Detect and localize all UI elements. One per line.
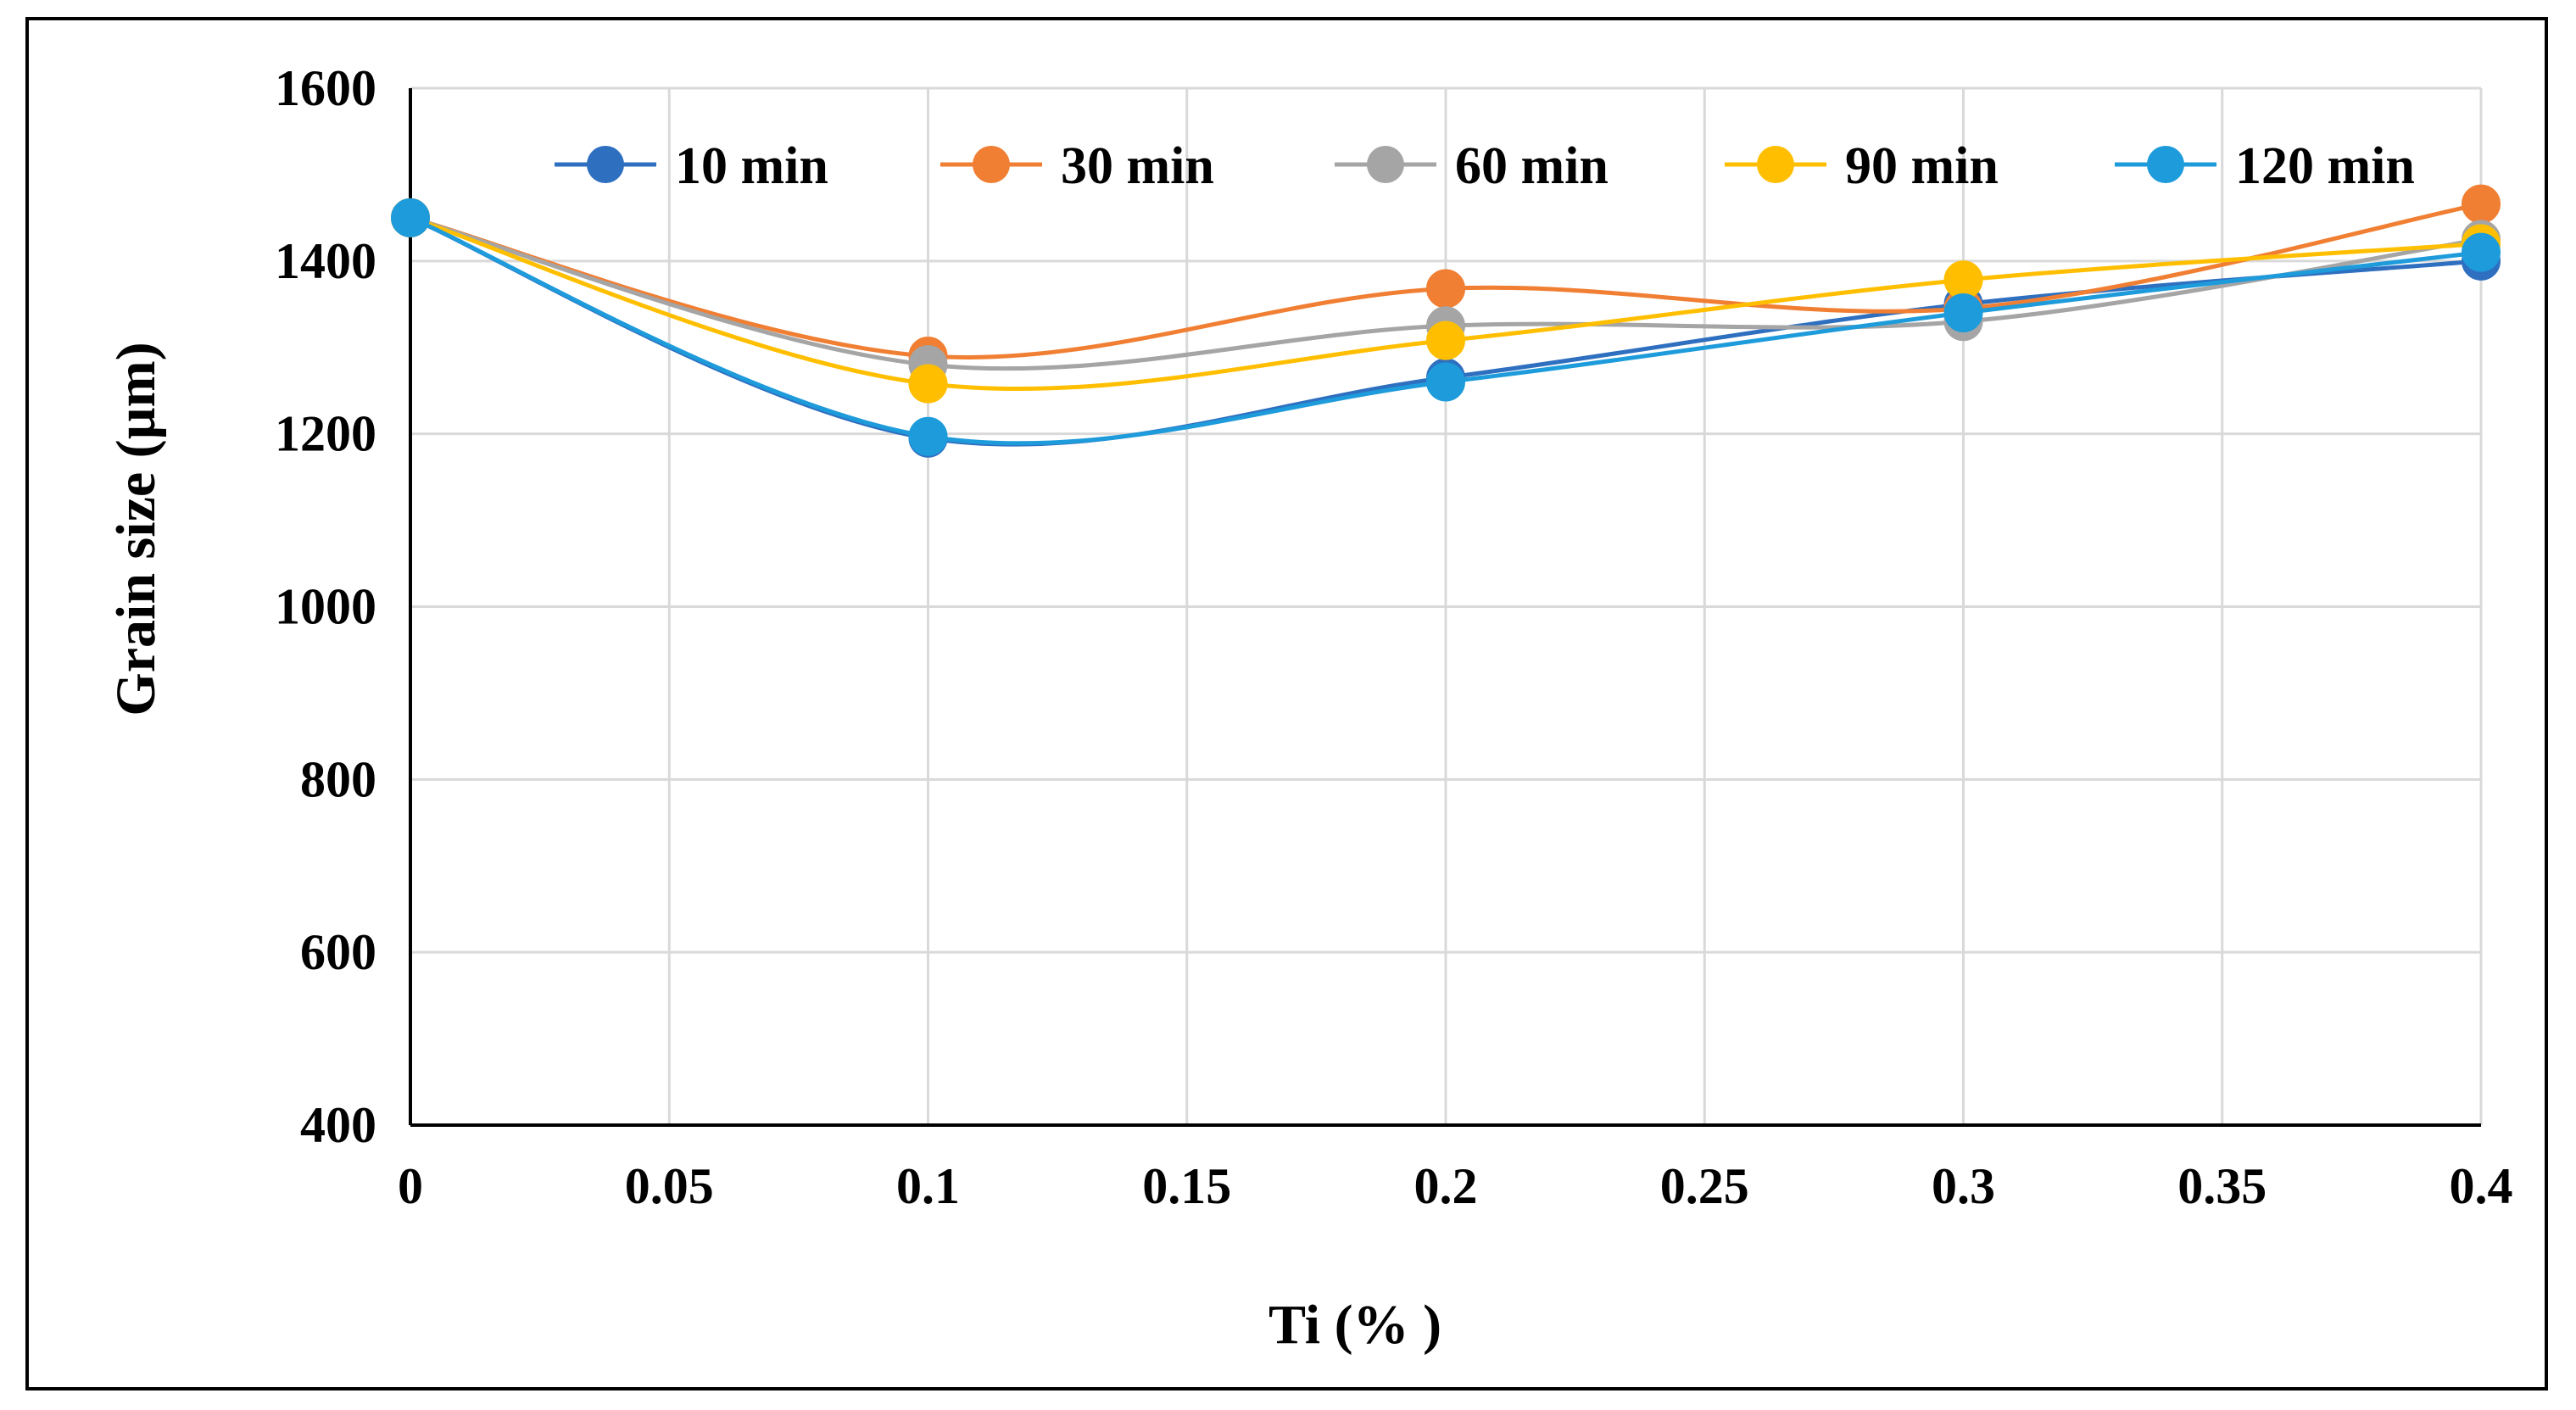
legend-label: 10 min [675,137,828,195]
data-point [1943,260,1983,300]
legend-marker [587,146,624,183]
y-tick-label: 1000 [275,579,376,635]
x-tick-label: 0.35 [2177,1158,2267,1214]
y-tick-label: 1600 [275,60,376,116]
data-point [1426,362,1465,402]
series-120-min [391,198,2501,456]
data-point [391,198,430,237]
legend-marker [1757,146,1794,183]
chart-frame: 0 0.05 0.1 0.15 0.2 0.25 0.3 0.35 0.4 400 600 800 10… [25,17,2548,1390]
y-tick-label: 1200 [275,406,376,462]
ticks-layer: 0 0.05 0.1 0.15 0.2 0.25 0.3 0.35 0.4 400 600 800 10… [275,60,2513,1214]
x-tick-label: 0.2 [1414,1158,1478,1214]
y-tick-label: 800 [300,751,376,807]
data-point [1426,269,1465,309]
legend-label: 120 min [2235,137,2415,195]
x-tick-label: 0.15 [1142,1158,1231,1214]
x-axis-title: Ti (% ) [1268,1294,1441,1356]
y-axis-title: Grain size (µm) [105,342,167,716]
grain-size-line-chart: 0 0.05 0.1 0.15 0.2 0.25 0.3 0.35 0.4 400 600 800 10… [105,60,2513,1356]
axes-layer [409,88,2481,1127]
legend-entry-120-min: 120 min [2115,137,2415,195]
data-point [1426,320,1465,360]
data-point [2462,184,2501,224]
legend-marker [1367,146,1404,183]
legend-marker [2147,146,2184,183]
x-tick-label: 0.1 [896,1158,960,1214]
data-point [2462,232,2501,272]
series-layer [391,184,2501,458]
x-tick-label: 0.25 [1660,1158,1749,1214]
data-point [1943,293,1983,332]
legend-label: 60 min [1455,137,1609,195]
legend-entry-60-min: 60 min [1335,137,1609,195]
grid-layer [410,86,2483,1125]
legend-entry-30-min: 30 min [940,137,1214,195]
y-tick-label: 600 [300,924,376,980]
legend: 10 min 30 min 60 min 90 min 120 min [555,137,2415,195]
x-tick-label: 0 [398,1158,423,1214]
y-tick-label: 400 [300,1097,376,1153]
data-point [908,364,948,404]
data-point [908,416,948,456]
x-tick-label: 0.4 [2450,1158,2513,1214]
legend-label: 30 min [1061,137,1214,195]
y-tick-label: 1400 [275,233,376,289]
x-tick-label: 0.05 [625,1158,714,1214]
x-tick-label: 0.3 [1932,1158,1995,1214]
legend-marker [973,146,1010,183]
legend-entry-90-min: 90 min [1725,137,1999,195]
legend-entry-10-min: 10 min [555,137,828,195]
legend-label: 90 min [1845,137,1999,195]
